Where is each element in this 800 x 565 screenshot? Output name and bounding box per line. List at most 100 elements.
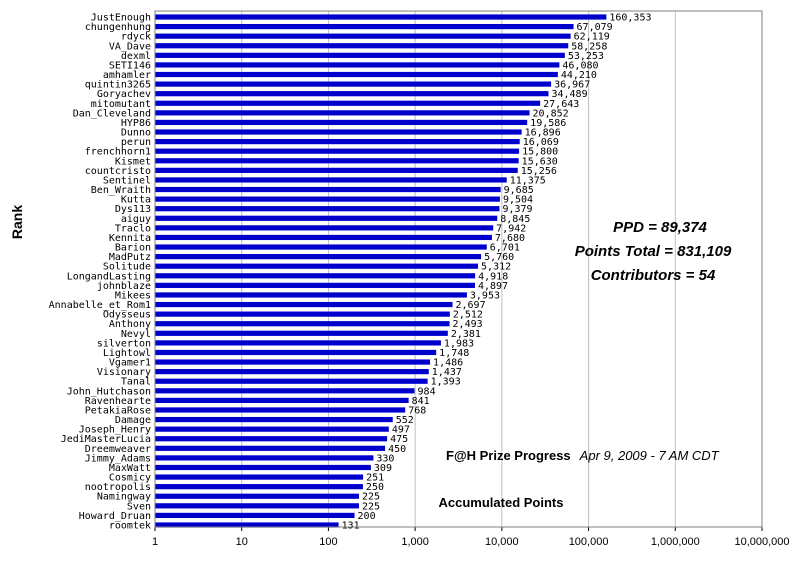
bar xyxy=(155,292,467,298)
bar xyxy=(155,263,479,269)
value-label: 4,918 xyxy=(478,271,508,282)
category-label: Nevyl xyxy=(121,329,151,340)
category-label: Joseph_Henry xyxy=(79,425,151,436)
category-label: Dan_Cleveland xyxy=(73,108,151,119)
value-label: 9,685 xyxy=(504,185,534,196)
category-label: johnblaze xyxy=(97,281,151,292)
bar xyxy=(155,369,429,375)
bar xyxy=(155,148,520,154)
bar xyxy=(155,388,415,394)
category-label: Annabelle_et_Rom1 xyxy=(49,300,151,311)
x-tick-label: 100 xyxy=(319,536,337,548)
bar xyxy=(155,244,487,250)
value-label: 4,897 xyxy=(478,281,508,292)
value-label: 2,493 xyxy=(453,319,483,330)
value-label: 36,967 xyxy=(554,80,590,91)
category-label: dexml xyxy=(121,51,151,62)
bar xyxy=(155,359,431,365)
value-label: 841 xyxy=(412,396,430,407)
bar xyxy=(155,397,409,403)
value-label: 2,697 xyxy=(456,300,486,311)
bar xyxy=(155,33,571,39)
value-label: 7,942 xyxy=(496,223,526,234)
category-label: silverton xyxy=(97,338,151,349)
value-label: 5,312 xyxy=(481,262,511,273)
value-label: 225 xyxy=(362,501,380,512)
value-label: 8,845 xyxy=(500,214,530,225)
bar xyxy=(155,215,498,221)
value-label: 1,486 xyxy=(433,358,463,369)
value-label: 2,381 xyxy=(451,329,481,340)
category-label: PetakiaRose xyxy=(85,405,151,416)
bar xyxy=(155,52,565,58)
bar xyxy=(155,426,389,432)
bar xyxy=(155,378,428,384)
bar xyxy=(155,522,339,528)
bar xyxy=(155,464,371,471)
category-label: Tanal xyxy=(121,377,151,388)
bar xyxy=(155,177,507,183)
value-label: 27,643 xyxy=(543,99,579,110)
category-label: amhamler xyxy=(103,70,151,81)
bar xyxy=(155,71,558,78)
bar xyxy=(155,436,388,442)
bar xyxy=(155,484,363,490)
value-label: 330 xyxy=(376,453,394,464)
category-label: Dunno xyxy=(121,128,151,139)
category-label: countcristo xyxy=(85,166,151,177)
bar xyxy=(155,225,494,231)
category-label: Vgamer1 xyxy=(109,358,151,369)
bar xyxy=(155,129,522,135)
category-label: VA_Dave xyxy=(109,41,151,52)
value-label: 9,504 xyxy=(503,195,533,206)
category-label: rdyck xyxy=(121,32,151,43)
value-label: 251 xyxy=(366,473,384,484)
value-label: 1,393 xyxy=(431,377,461,388)
value-label: 5,760 xyxy=(484,252,514,263)
bar xyxy=(155,23,574,30)
chart-title: F@H Prize Progress xyxy=(446,448,571,463)
category-label: MaxWatt xyxy=(109,463,151,474)
category-label: JediMasterLucia xyxy=(61,434,151,445)
value-label: 1,437 xyxy=(432,367,462,378)
category-label: Lightowl xyxy=(103,348,151,359)
category-label: Kismet xyxy=(115,156,151,167)
value-label: 984 xyxy=(418,386,436,397)
bar xyxy=(155,416,393,423)
category-label: Dreemweaver xyxy=(85,444,151,455)
category-label: Goryachev xyxy=(97,89,151,100)
category-label: Traclo xyxy=(115,223,151,234)
value-label: 15,256 xyxy=(521,166,557,177)
bar xyxy=(155,407,406,413)
bar xyxy=(155,311,450,317)
value-label: 44,210 xyxy=(561,70,597,81)
value-label: 250 xyxy=(366,482,384,493)
bar xyxy=(155,474,364,480)
value-label: 67,079 xyxy=(577,22,613,33)
value-label: 1,983 xyxy=(444,338,474,349)
value-label: 53,253 xyxy=(568,51,604,62)
category-label: Dys113 xyxy=(115,204,151,215)
stat-points-total: Points Total = 831,109 xyxy=(575,243,732,260)
value-label: 16,896 xyxy=(525,128,561,139)
category-label: MadPutz xyxy=(109,252,151,263)
x-tick-label: 10,000 xyxy=(485,536,519,548)
bar xyxy=(155,234,492,241)
bar xyxy=(155,196,500,202)
value-label: 497 xyxy=(392,425,410,436)
bar xyxy=(155,321,450,327)
category-label: Solitude xyxy=(103,262,151,273)
value-label: 1,748 xyxy=(439,348,469,359)
stat-contributors: Contributors = 54 xyxy=(591,267,716,284)
x-tick-label: 1,000 xyxy=(401,536,429,548)
plot-frame xyxy=(154,10,763,528)
category-label: Sentinel xyxy=(103,175,151,186)
value-label: 309 xyxy=(374,463,392,474)
value-label: 7,680 xyxy=(495,233,525,244)
bar xyxy=(155,158,519,164)
x-tick-label: 1 xyxy=(152,536,158,548)
value-label: 225 xyxy=(362,492,380,503)
bar-layer xyxy=(155,14,607,528)
bar xyxy=(155,139,520,145)
